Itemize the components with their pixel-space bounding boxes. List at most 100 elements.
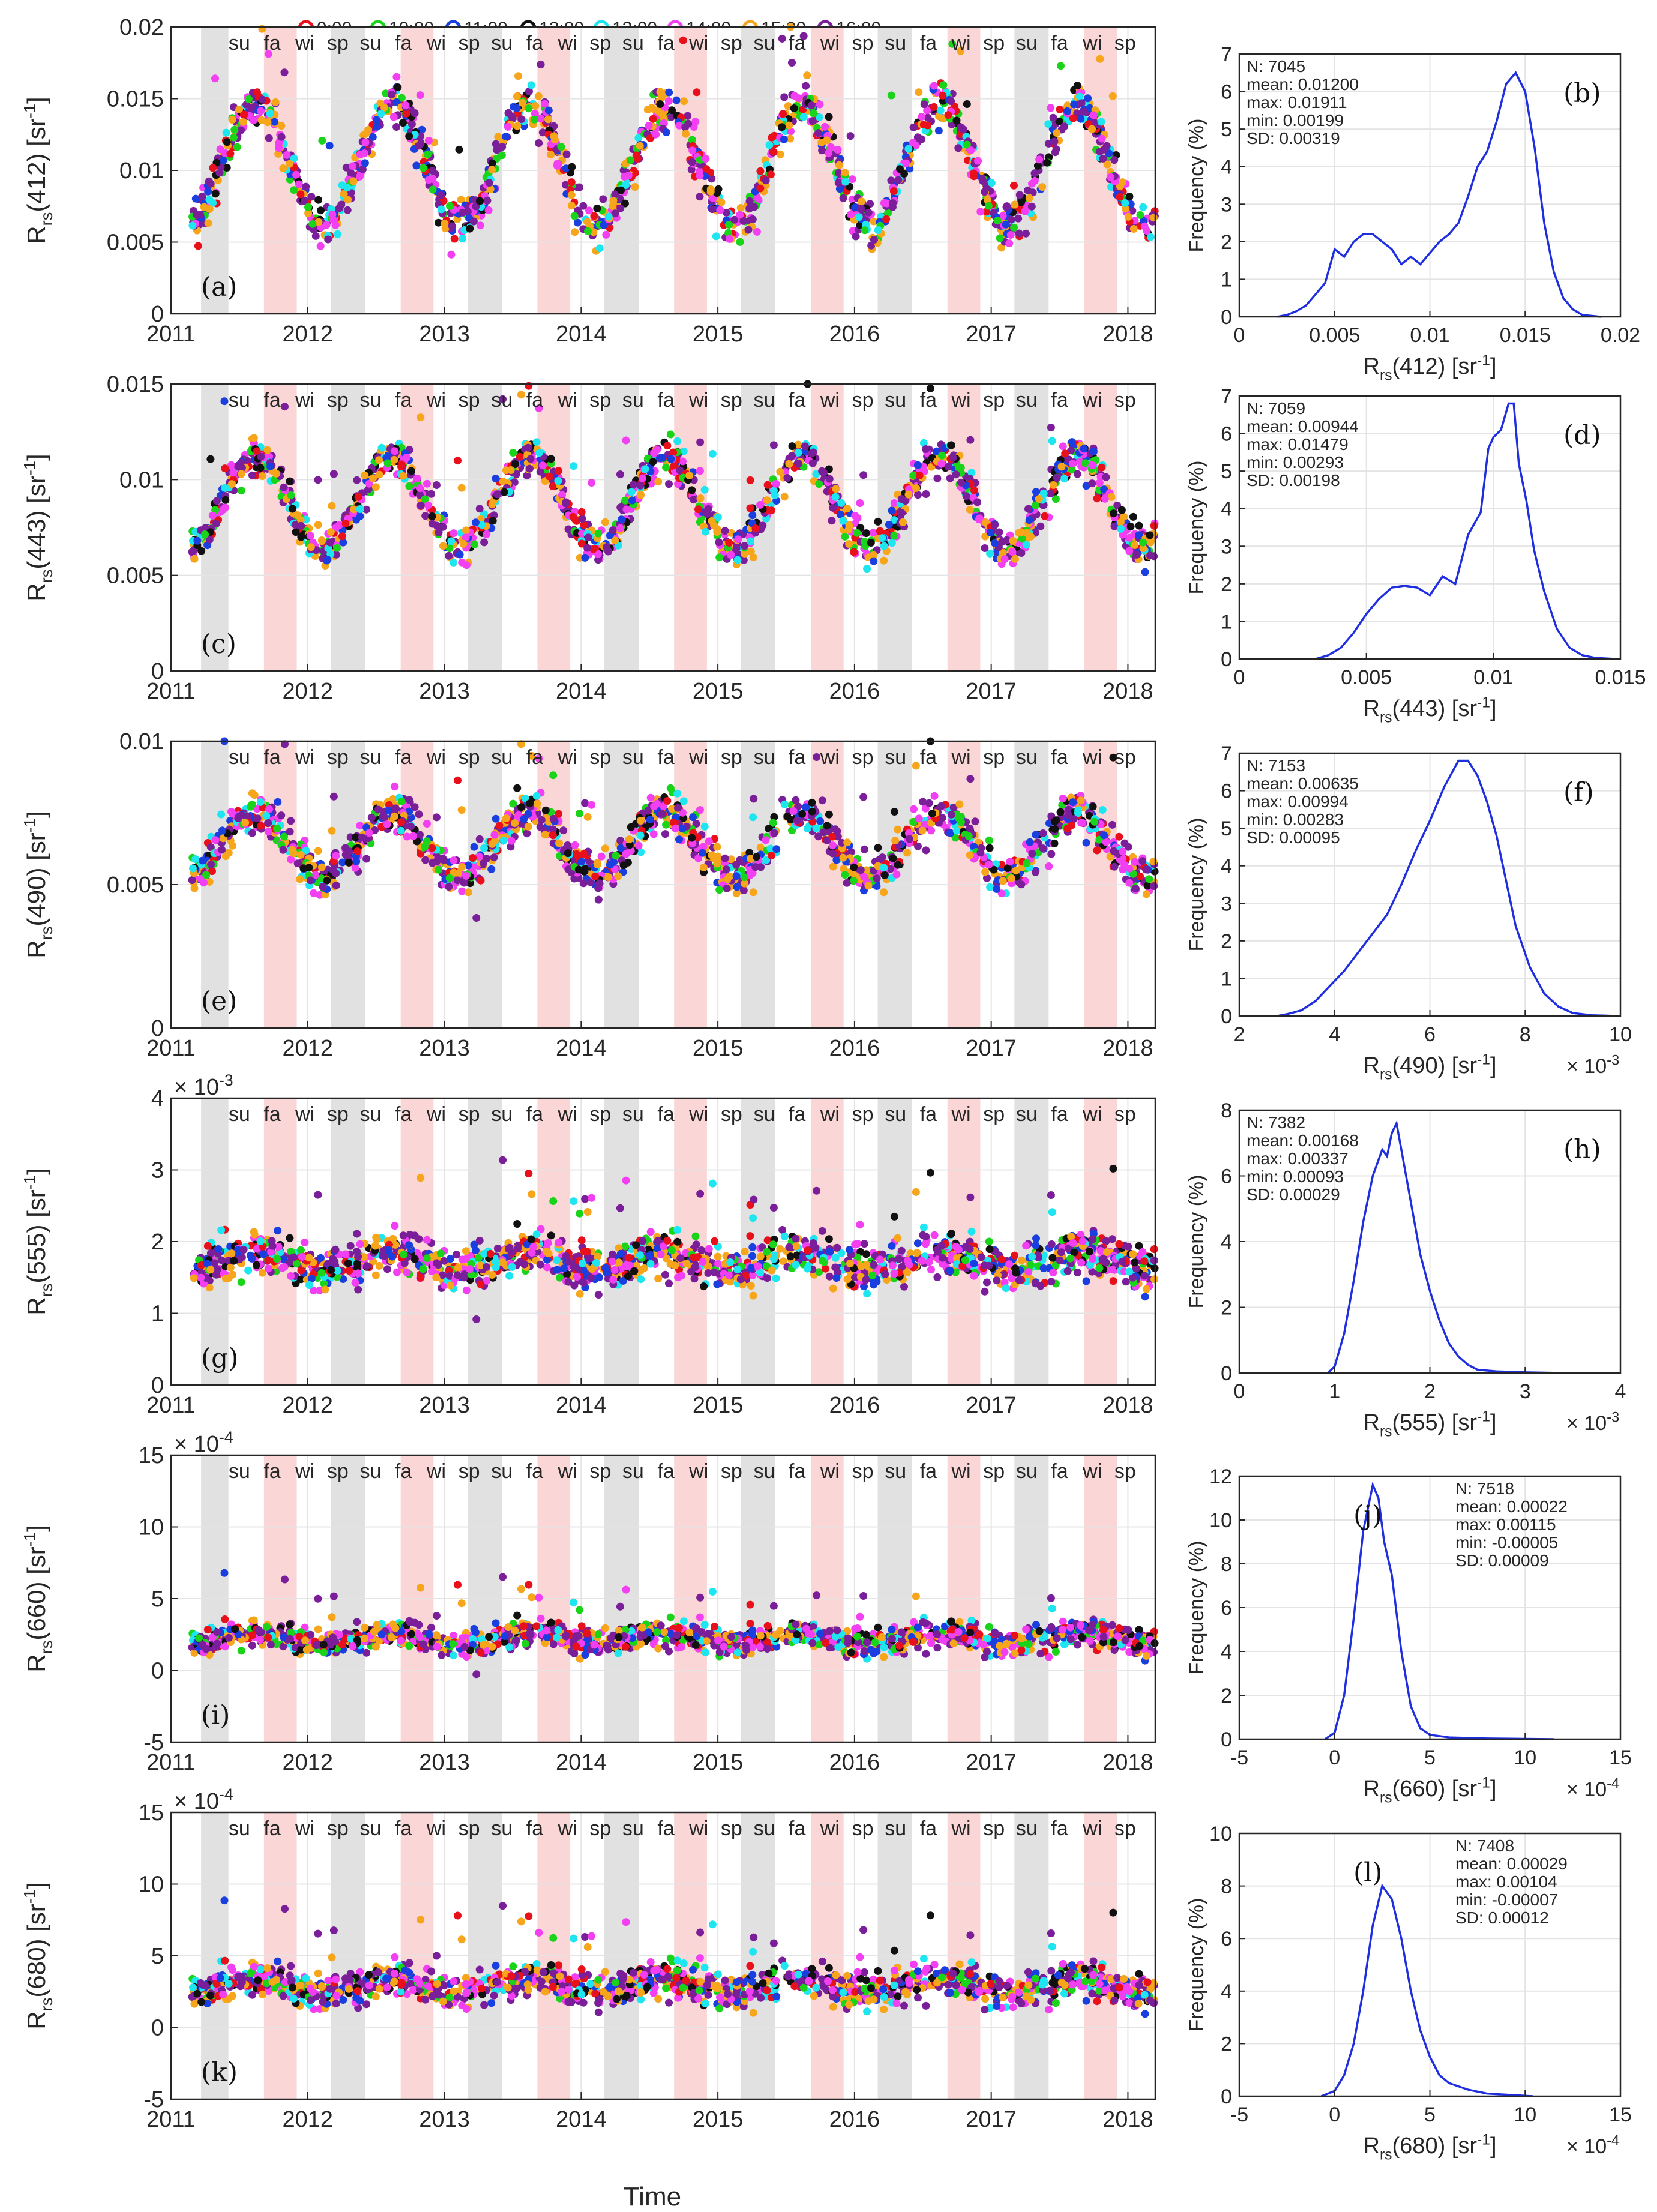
- data-point: [545, 472, 553, 481]
- data-point: [493, 490, 501, 499]
- data-point: [946, 474, 954, 482]
- data-point: [788, 452, 796, 460]
- data-point: [937, 802, 945, 810]
- data-point: [858, 197, 866, 206]
- season-label: sp: [1114, 389, 1136, 412]
- data-point: [799, 32, 808, 40]
- data-point: [609, 197, 618, 205]
- data-point: [1052, 145, 1060, 154]
- data-point: [1088, 479, 1096, 488]
- data-point: [1017, 198, 1026, 206]
- data-point: [828, 832, 837, 841]
- data-point: [405, 482, 413, 490]
- season-label: su: [622, 32, 644, 55]
- data-point: [678, 824, 687, 832]
- data-point: [856, 221, 864, 229]
- data-point: [657, 109, 666, 118]
- season-label: wi: [1082, 746, 1102, 769]
- data-point: [266, 109, 274, 118]
- data-point: [918, 826, 927, 835]
- data-point: [206, 455, 215, 463]
- data-point: [831, 493, 840, 501]
- data-point: [896, 165, 904, 173]
- season-label: sp: [983, 389, 1005, 412]
- data-point: [394, 83, 402, 91]
- data-point: [424, 501, 432, 509]
- data-point: [993, 885, 1001, 893]
- data-point: [981, 188, 988, 196]
- data-point: [629, 481, 637, 489]
- data-point: [1000, 555, 1009, 564]
- data-point: [1057, 62, 1065, 70]
- data-point: [286, 828, 294, 836]
- data-point: [475, 852, 483, 861]
- data-point: [1142, 890, 1150, 898]
- data-point: [343, 184, 352, 192]
- data-point: [851, 512, 859, 520]
- data-point: [302, 182, 310, 191]
- data-point: [756, 500, 765, 509]
- data-point: [722, 865, 730, 874]
- data-point: [1149, 858, 1158, 866]
- data-point: [190, 555, 199, 563]
- data-point: [885, 520, 893, 529]
- data-point: [860, 845, 868, 853]
- data-point: [304, 203, 312, 211]
- data-point: [233, 143, 241, 151]
- data-point: [428, 520, 436, 528]
- data-point: [441, 224, 450, 233]
- season-label: sp: [983, 32, 1005, 55]
- data-point: [535, 449, 543, 457]
- data-point: [622, 436, 630, 445]
- data-point: [562, 150, 571, 158]
- data-point: [634, 134, 643, 142]
- season-label: fa: [395, 389, 412, 412]
- data-point: [963, 140, 971, 149]
- data-point: [708, 175, 716, 183]
- data-point: [913, 461, 922, 469]
- data-point: [802, 803, 810, 811]
- data-point: [1024, 505, 1032, 513]
- data-point: [748, 511, 757, 520]
- data-point: [487, 865, 496, 873]
- data-point: [1146, 531, 1154, 539]
- data-point: [888, 203, 897, 211]
- data-point: [1095, 479, 1104, 487]
- data-point: [499, 837, 508, 844]
- data-point: [332, 852, 340, 860]
- data-point: [612, 852, 620, 860]
- fall-band: [263, 384, 297, 671]
- data-point: [991, 521, 999, 529]
- data-point: [595, 244, 604, 253]
- data-point: [1011, 200, 1019, 209]
- season-label: wi: [558, 32, 577, 55]
- data-point: [428, 512, 436, 520]
- data-point: [851, 203, 859, 212]
- data-point: [1068, 460, 1077, 468]
- data-point: [435, 218, 442, 227]
- season-label: fa: [526, 389, 543, 412]
- data-point: [470, 540, 478, 548]
- season-label: wi: [688, 32, 708, 55]
- data-point: [1030, 169, 1039, 178]
- data-point: [541, 806, 550, 814]
- data-point: [1090, 817, 1099, 826]
- data-point: [248, 471, 256, 479]
- data-point: [193, 536, 202, 545]
- data-point: [748, 1243, 757, 1251]
- data-point: [873, 874, 881, 883]
- data-point: [850, 863, 858, 871]
- data-point: [412, 161, 421, 170]
- data-point: [604, 212, 613, 221]
- data-point: [995, 528, 1003, 536]
- data-point: [962, 492, 970, 500]
- data-point: [976, 208, 985, 216]
- y-tick-label: 0: [151, 1016, 164, 1041]
- data-point: [462, 871, 471, 880]
- data-point: [915, 471, 924, 479]
- data-point: [1081, 459, 1089, 467]
- data-point: [340, 190, 348, 198]
- data-point: [334, 230, 342, 238]
- data-point: [765, 141, 774, 149]
